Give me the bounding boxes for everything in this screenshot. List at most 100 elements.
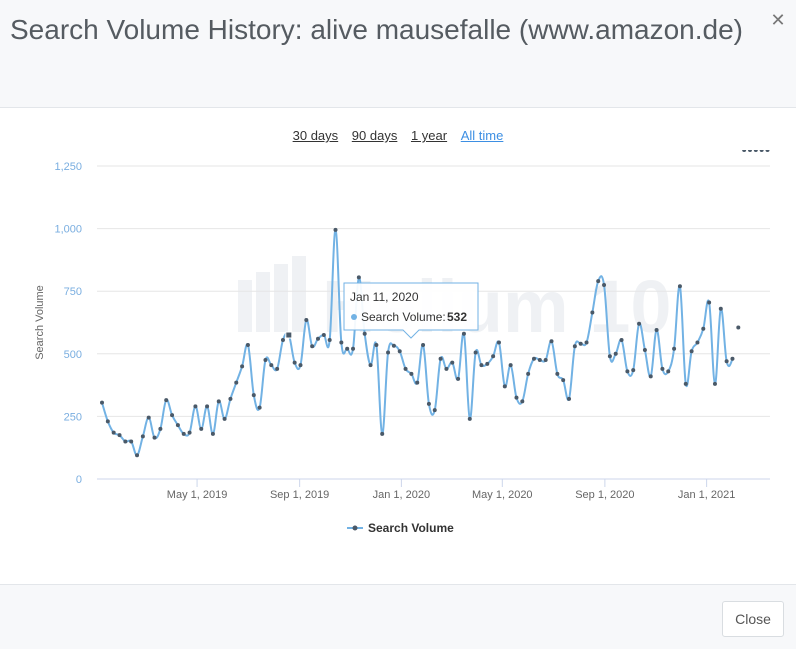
data-point[interactable] bbox=[345, 346, 350, 351]
close-button[interactable]: Close bbox=[722, 601, 784, 637]
data-point[interactable] bbox=[245, 343, 250, 348]
data-point[interactable] bbox=[520, 399, 525, 404]
data-point[interactable] bbox=[170, 413, 175, 418]
data-point[interactable] bbox=[421, 343, 426, 348]
data-point[interactable] bbox=[677, 284, 682, 289]
data-point[interactable] bbox=[461, 331, 466, 336]
data-point[interactable] bbox=[584, 340, 589, 345]
range-90-days[interactable]: 90 days bbox=[351, 128, 398, 143]
data-point[interactable] bbox=[158, 426, 163, 431]
data-point[interactable] bbox=[292, 360, 297, 365]
data-point[interactable] bbox=[315, 336, 320, 341]
data-point[interactable] bbox=[701, 326, 706, 331]
data-point[interactable] bbox=[660, 366, 665, 371]
data-point[interactable] bbox=[456, 376, 461, 381]
range-30-days[interactable]: 30 days bbox=[292, 128, 339, 143]
data-point[interactable] bbox=[747, 148, 752, 152]
data-point[interactable] bbox=[391, 343, 396, 348]
data-point[interactable] bbox=[164, 398, 169, 403]
data-point[interactable] bbox=[216, 399, 221, 404]
data-point[interactable] bbox=[275, 366, 280, 371]
data-point[interactable] bbox=[351, 346, 356, 351]
data-point[interactable] bbox=[111, 430, 116, 435]
data-point[interactable] bbox=[607, 354, 612, 359]
data-point[interactable] bbox=[590, 310, 595, 315]
range-1-year[interactable]: 1 year bbox=[410, 128, 448, 143]
data-point[interactable] bbox=[310, 344, 315, 349]
data-point[interactable] bbox=[327, 338, 332, 343]
data-point[interactable] bbox=[193, 404, 198, 409]
data-point[interactable] bbox=[280, 338, 285, 343]
data-point[interactable] bbox=[333, 227, 338, 232]
data-point[interactable] bbox=[496, 340, 501, 345]
data-point[interactable] bbox=[362, 331, 367, 336]
data-point[interactable] bbox=[491, 354, 496, 359]
data-point[interactable] bbox=[619, 338, 624, 343]
data-point[interactable] bbox=[263, 358, 268, 363]
data-point[interactable] bbox=[210, 431, 215, 436]
data-point[interactable] bbox=[356, 275, 361, 280]
data-point[interactable] bbox=[683, 381, 688, 386]
data-point[interactable] bbox=[485, 361, 490, 366]
data-point[interactable] bbox=[117, 433, 122, 438]
data-point[interactable] bbox=[596, 279, 601, 284]
data-point[interactable] bbox=[450, 360, 455, 365]
data-point[interactable] bbox=[642, 348, 647, 353]
data-point[interactable] bbox=[526, 371, 531, 376]
data-point[interactable] bbox=[409, 371, 414, 376]
data-point[interactable] bbox=[240, 364, 245, 369]
data-point[interactable] bbox=[228, 396, 233, 401]
data-point[interactable] bbox=[555, 371, 560, 376]
data-point[interactable] bbox=[432, 408, 437, 413]
data-point[interactable] bbox=[152, 435, 157, 440]
data-point[interactable] bbox=[175, 423, 180, 428]
close-icon[interactable]: ✕ bbox=[770, 10, 786, 30]
data-point[interactable] bbox=[742, 148, 747, 152]
data-point[interactable] bbox=[181, 431, 186, 436]
data-point[interactable] bbox=[374, 343, 379, 348]
data-point[interactable] bbox=[724, 359, 729, 364]
data-point[interactable] bbox=[199, 426, 204, 431]
data-point[interactable] bbox=[753, 148, 758, 152]
data-point[interactable] bbox=[712, 381, 717, 386]
data-point[interactable] bbox=[105, 419, 110, 424]
data-point[interactable] bbox=[438, 356, 443, 361]
data-point[interactable] bbox=[321, 333, 326, 338]
data-point[interactable] bbox=[135, 453, 140, 458]
data-point[interactable] bbox=[718, 306, 723, 311]
data-point[interactable] bbox=[631, 368, 636, 373]
data-point[interactable] bbox=[666, 369, 671, 374]
data-point[interactable] bbox=[444, 366, 449, 371]
data-point[interactable] bbox=[467, 416, 472, 421]
data-point[interactable] bbox=[543, 358, 548, 363]
range-all-time[interactable]: All time bbox=[460, 128, 504, 143]
data-point[interactable] bbox=[578, 341, 583, 346]
data-point[interactable] bbox=[567, 396, 572, 401]
data-point[interactable] bbox=[759, 148, 764, 152]
data-point[interactable] bbox=[707, 300, 712, 305]
data-point[interactable] bbox=[549, 339, 554, 344]
data-point[interactable] bbox=[380, 431, 385, 436]
data-point[interactable] bbox=[304, 317, 309, 322]
data-point[interactable] bbox=[426, 401, 431, 406]
data-point[interactable] bbox=[537, 358, 542, 363]
data-point[interactable] bbox=[397, 349, 402, 354]
data-point[interactable] bbox=[339, 340, 344, 345]
data-point[interactable] bbox=[602, 282, 607, 287]
data-point[interactable] bbox=[100, 400, 105, 405]
data-point[interactable] bbox=[625, 369, 630, 374]
data-point[interactable] bbox=[368, 363, 373, 368]
data-point[interactable] bbox=[648, 374, 653, 379]
data-point[interactable] bbox=[123, 439, 128, 444]
data-point[interactable] bbox=[572, 344, 577, 349]
data-point[interactable] bbox=[736, 325, 741, 330]
data-point[interactable] bbox=[129, 439, 134, 444]
data-point[interactable] bbox=[765, 148, 770, 152]
data-point[interactable] bbox=[298, 363, 303, 368]
data-point[interactable] bbox=[689, 349, 694, 354]
data-point[interactable] bbox=[502, 384, 507, 389]
data-point[interactable] bbox=[531, 356, 536, 361]
data-point[interactable] bbox=[672, 346, 677, 351]
data-point[interactable] bbox=[187, 430, 192, 435]
data-point[interactable] bbox=[140, 434, 145, 439]
